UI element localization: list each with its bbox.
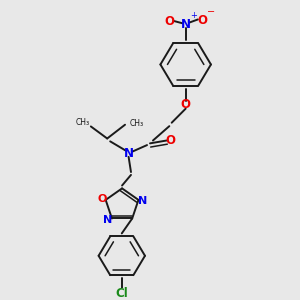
- Text: O: O: [98, 194, 107, 204]
- Text: −: −: [207, 7, 215, 17]
- Text: N: N: [124, 147, 134, 160]
- Text: Cl: Cl: [116, 286, 128, 300]
- Text: +: +: [190, 11, 196, 20]
- Text: CH₃: CH₃: [130, 119, 144, 128]
- Text: O: O: [197, 14, 207, 26]
- Text: CH₃: CH₃: [75, 118, 89, 127]
- Text: O: O: [166, 134, 176, 147]
- Text: N: N: [138, 196, 148, 206]
- Text: N: N: [181, 18, 191, 31]
- Text: O: O: [164, 15, 174, 28]
- Text: N: N: [103, 215, 112, 225]
- Text: O: O: [181, 98, 191, 111]
